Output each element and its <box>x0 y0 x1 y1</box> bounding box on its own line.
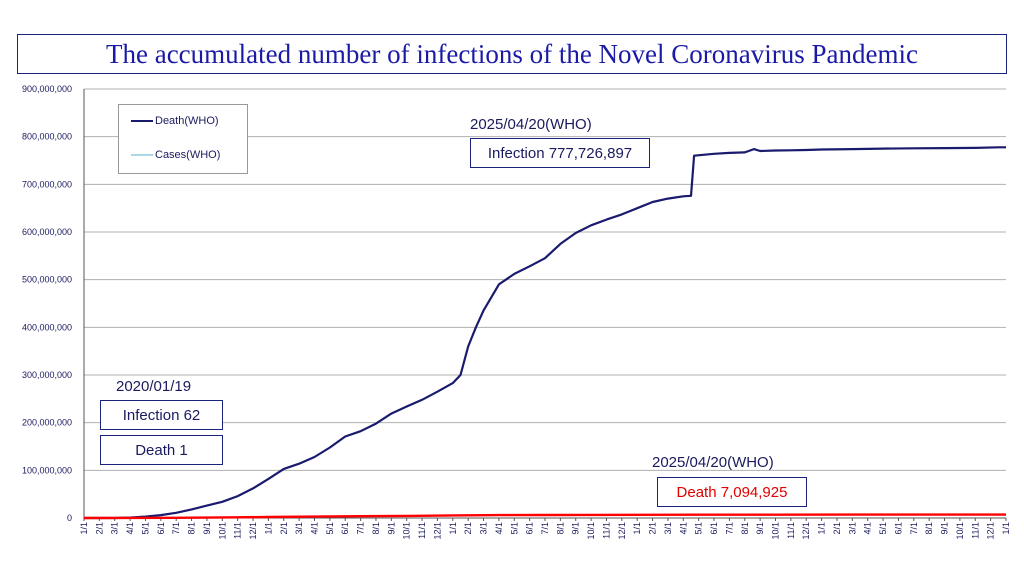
x-tick-label: 10/1 <box>402 522 412 540</box>
x-tick-label: 11/1 <box>233 522 243 539</box>
legend-swatch-death <box>131 120 153 122</box>
x-tick-label: 8/1 <box>740 522 750 535</box>
x-tick-label: 11/1 <box>970 522 980 539</box>
x-tick-label: 8/1 <box>371 522 381 535</box>
x-tick-label: 12/1 <box>801 522 811 540</box>
annotation-start-death: Death 1 <box>100 435 223 465</box>
x-tick-label: 5/1 <box>325 522 335 535</box>
chart-title: The accumulated number of infections of … <box>105 38 918 69</box>
x-tick-label: 3/1 <box>847 522 857 535</box>
x-tick-label: 1/1 <box>79 522 89 535</box>
y-tick-label: 100,000,000 <box>22 465 72 475</box>
x-tick-label: 6/1 <box>893 522 903 535</box>
x-tick-label: 12/1 <box>986 522 996 540</box>
legend-item-cases: Cases(WHO) <box>131 149 220 161</box>
x-tick-label: 7/1 <box>540 522 550 535</box>
x-tick-label: 12/1 <box>248 522 258 540</box>
x-tick-label: 12/1 <box>432 522 442 540</box>
x-tick-label: 2/1 <box>463 522 473 535</box>
x-tick-label: 2/1 <box>832 522 842 535</box>
x-tick-label: 9/1 <box>202 522 212 535</box>
x-tick-label: 7/1 <box>171 522 181 535</box>
annotation-end-date-bottom: 2025/04/20(WHO) <box>652 454 774 471</box>
annotation-start-date: 2020/01/19 <box>116 378 192 395</box>
series-line-death <box>83 513 1006 520</box>
y-axis: 0 100,000,000 200,000,000 300,000,000 400,00… <box>22 84 85 523</box>
x-tick-label: 6/1 <box>709 522 719 535</box>
x-tick-label: 4/1 <box>678 522 688 535</box>
x-tick-label: 1/1 <box>1001 522 1011 535</box>
x-tick-label: 7/1 <box>356 522 366 535</box>
x-tick-label: 11/1 <box>601 522 611 539</box>
y-tick-label: 800,000,000 <box>22 132 72 142</box>
x-tick-label: 9/1 <box>940 522 950 535</box>
x-tick-label: 2/1 <box>279 522 289 535</box>
y-tick-label: 900,000,000 <box>22 84 72 94</box>
x-tick-label: 12/1 <box>617 522 627 540</box>
annotation-start-infection: Infection 62 <box>100 400 223 430</box>
x-tick-label: 10/1 <box>586 522 596 540</box>
series-line-cases <box>84 146 1006 520</box>
x-tick-label: 6/1 <box>340 522 350 535</box>
x-tick-label: 6/1 <box>525 522 535 535</box>
legend-label-death: Death(WHO) <box>155 115 219 127</box>
annotation-end-date-top: 2025/04/20(WHO) <box>470 116 592 133</box>
annotation-end-infection: Infection 777,726,897 <box>470 138 650 168</box>
series-lines <box>83 146 1006 520</box>
x-tick-label: 4/1 <box>863 522 873 535</box>
x-tick-label: 11/1 <box>786 522 796 539</box>
y-tick-label: 700,000,000 <box>22 179 72 189</box>
legend-label-cases: Cases(WHO) <box>155 149 221 161</box>
x-tick-label: 3/1 <box>110 522 120 535</box>
y-tick-label: 0 <box>67 513 72 523</box>
x-tick-label: 8/1 <box>555 522 565 535</box>
x-tick-label: 2/1 <box>648 522 658 535</box>
x-tick-label: 5/1 <box>878 522 888 535</box>
x-tick-label: 9/1 <box>571 522 581 535</box>
x-tick-label: 11/1 <box>417 522 427 539</box>
x-tick-label: 10/1 <box>771 522 781 540</box>
x-tick-label: 10/1 <box>217 522 227 540</box>
x-tick-label: 8/1 <box>924 522 934 535</box>
x-tick-label: 6/1 <box>156 522 166 535</box>
x-tick-label: 1/1 <box>448 522 458 535</box>
y-tick-label: 600,000,000 <box>22 227 72 237</box>
x-tick-label: 4/1 <box>494 522 504 535</box>
x-axis: 1/1 2/1 3/1 4/1 5/1 6/1 7/1 8/1 9/1 10/1 11/1 12/1 1… <box>79 517 1011 540</box>
x-tick-label: 8/1 <box>187 522 197 535</box>
y-tick-label: 200,000,000 <box>22 418 72 428</box>
x-tick-label: 5/1 <box>140 522 150 535</box>
legend-swatch-cases <box>131 154 153 156</box>
x-tick-label: 4/1 <box>125 522 135 535</box>
x-tick-label: 3/1 <box>294 522 304 535</box>
y-tick-label: 500,000,000 <box>22 275 72 285</box>
y-tick-label: 300,000,000 <box>22 370 72 380</box>
x-tick-label: 3/1 <box>663 522 673 535</box>
x-tick-label: 2/1 <box>94 522 104 535</box>
x-tick-label: 3/1 <box>479 522 489 535</box>
x-tick-label: 4/1 <box>310 522 320 535</box>
annotation-end-death: Death 7,094,925 <box>657 477 807 507</box>
x-tick-label: 1/1 <box>263 522 273 535</box>
x-tick-label: 10/1 <box>955 522 965 540</box>
x-tick-label: 7/1 <box>724 522 734 535</box>
chart-title-box: The accumulated number of infections of … <box>17 34 1007 74</box>
x-tick-label: 9/1 <box>386 522 396 535</box>
x-tick-label: 1/1 <box>632 522 642 535</box>
legend-item-death: Death(WHO) <box>131 115 219 127</box>
x-tick-label: 7/1 <box>909 522 919 535</box>
legend: Death(WHO) Cases(WHO) <box>118 104 248 174</box>
y-tick-label: 400,000,000 <box>22 322 72 332</box>
x-tick-label: 9/1 <box>755 522 765 535</box>
x-tick-label: 1/1 <box>817 522 827 535</box>
x-tick-label: 5/1 <box>694 522 704 535</box>
x-tick-label: 5/1 <box>509 522 519 535</box>
